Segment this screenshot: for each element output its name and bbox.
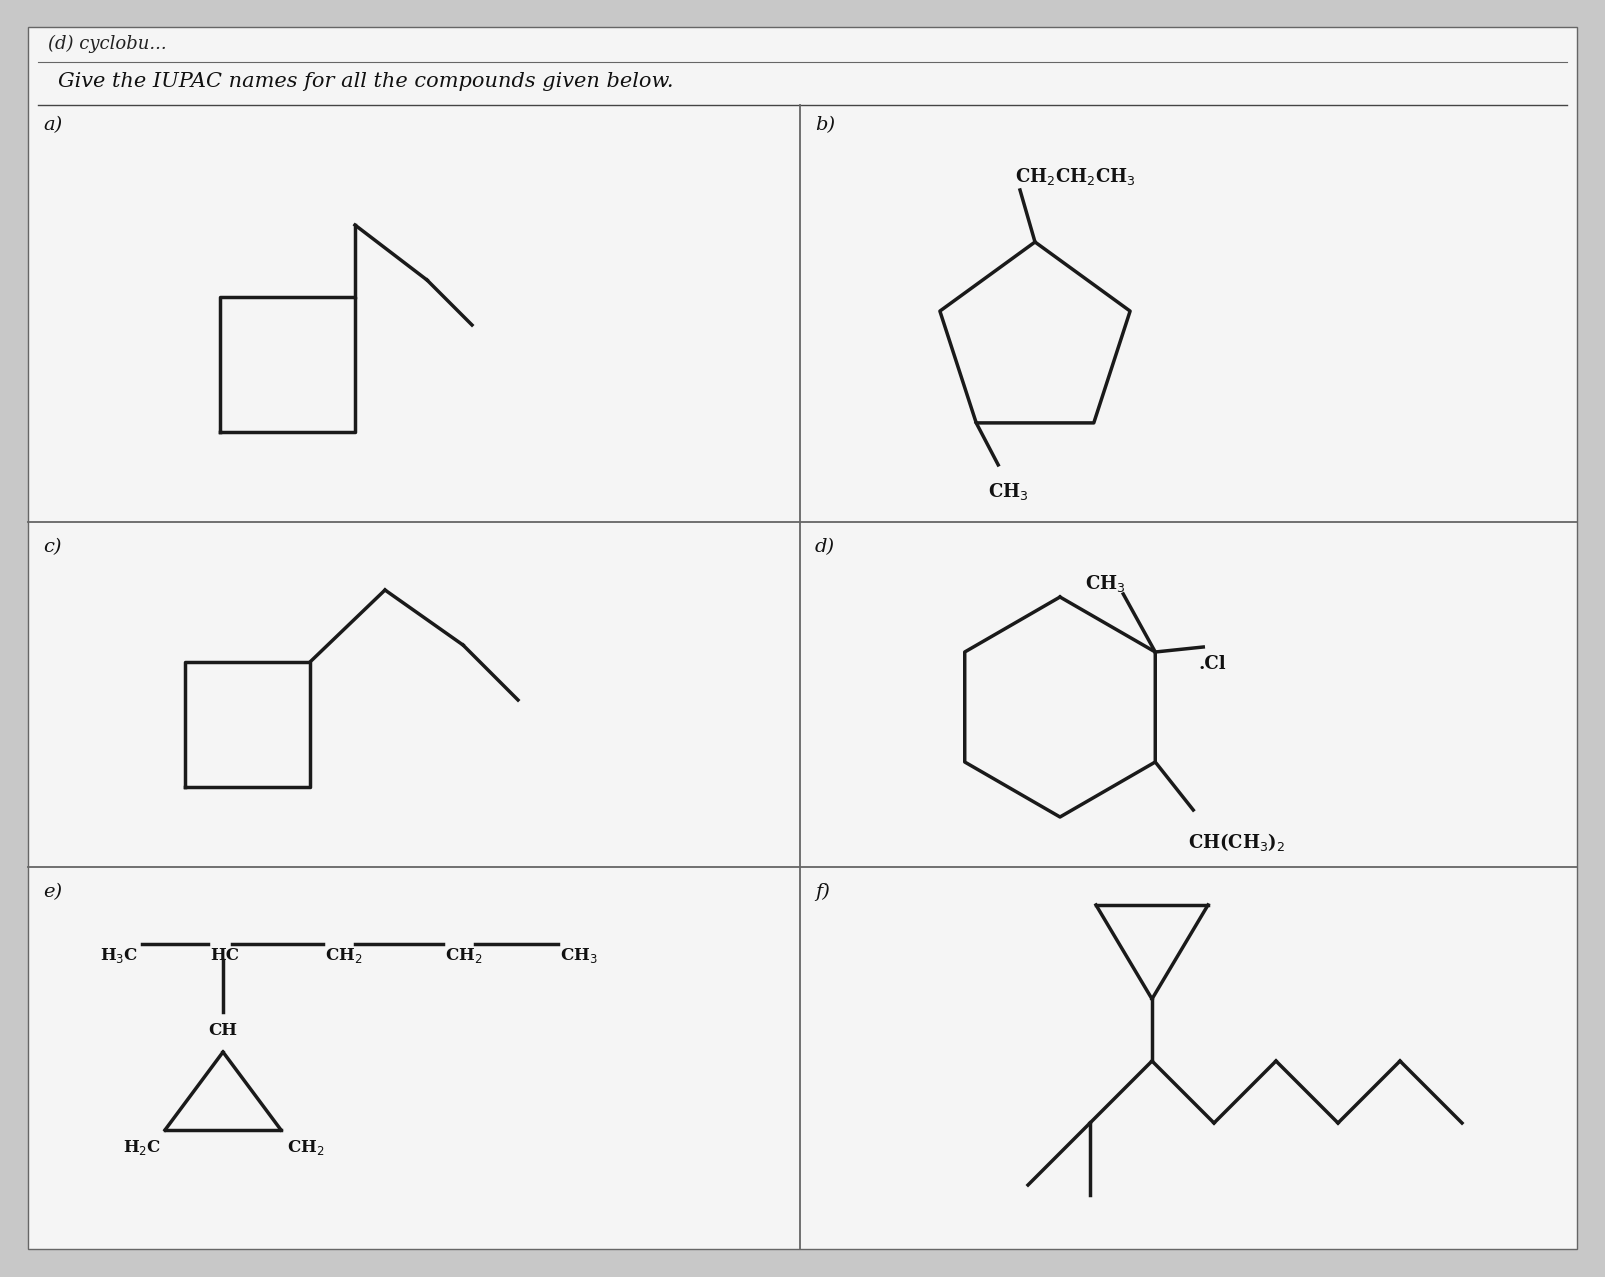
Text: H$_3$C: H$_3$C xyxy=(100,946,138,965)
Text: b): b) xyxy=(815,116,835,134)
Text: e): e) xyxy=(43,882,63,902)
Text: CH$_2$CH$_2$CH$_3$: CH$_2$CH$_2$CH$_3$ xyxy=(1014,166,1135,186)
Text: H$_2$C: H$_2$C xyxy=(124,1138,160,1157)
Text: CH$_2$: CH$_2$ xyxy=(287,1138,324,1157)
Text: CH$_3$: CH$_3$ xyxy=(1085,573,1125,594)
Text: (d) cyclobu...: (d) cyclobu... xyxy=(48,34,167,54)
Text: f): f) xyxy=(815,882,830,902)
Text: CH$_3$: CH$_3$ xyxy=(560,946,597,965)
Text: CH(CH$_3$)$_2$: CH(CH$_3$)$_2$ xyxy=(1188,831,1286,853)
Text: CH$_2$: CH$_2$ xyxy=(324,946,363,965)
Text: .Cl: .Cl xyxy=(1199,655,1226,673)
Text: a): a) xyxy=(43,116,63,134)
Text: c): c) xyxy=(43,538,61,555)
Text: CH: CH xyxy=(209,1022,238,1039)
Text: CH$_2$: CH$_2$ xyxy=(445,946,483,965)
Text: d): d) xyxy=(815,538,835,555)
Text: CH$_3$: CH$_3$ xyxy=(989,481,1029,502)
Text: Give the IUPAC names for all the compounds given below.: Give the IUPAC names for all the compoun… xyxy=(58,72,674,91)
Text: HC: HC xyxy=(210,948,239,964)
